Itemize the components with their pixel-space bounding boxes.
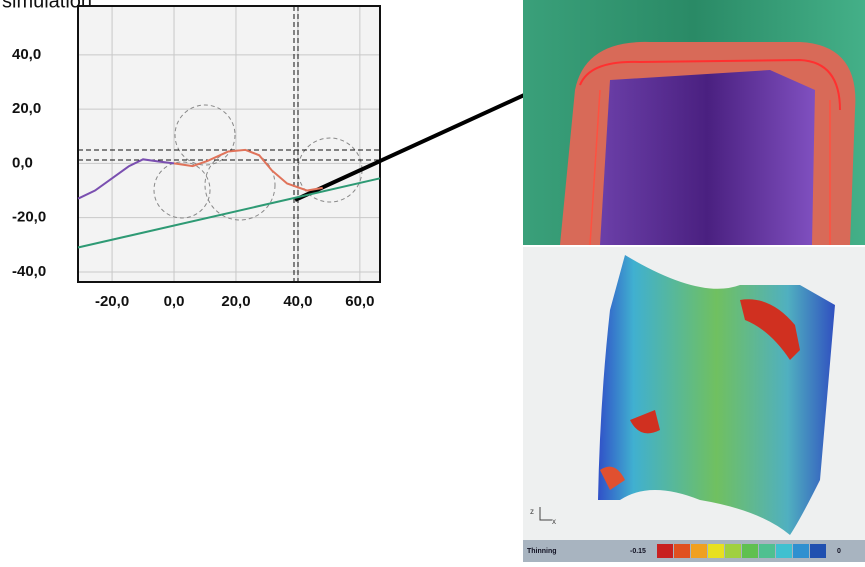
x-tick-label: -20,0	[95, 293, 129, 310]
x-tick-label: 20,0	[221, 293, 250, 310]
figure: simulation zx Thinning -0.15 0 -20,00,02…	[0, 0, 865, 562]
y-tick-label: 0,0	[12, 154, 33, 171]
y-tick-label: 40,0	[12, 46, 41, 63]
swatch	[708, 544, 724, 558]
swatch	[691, 544, 707, 558]
legend-title: Thinning	[527, 548, 557, 555]
swatch	[742, 544, 758, 558]
swatch	[657, 544, 673, 558]
x-tick-label: 40,0	[283, 293, 312, 310]
swatch	[776, 544, 792, 558]
swatch	[793, 544, 809, 558]
x-tick-label: 0,0	[164, 293, 185, 310]
svg-text:x: x	[552, 517, 556, 526]
y-tick-label: -20,0	[12, 209, 46, 226]
y-tick-label: 20,0	[12, 100, 41, 117]
swatch	[759, 544, 775, 558]
swatch	[674, 544, 690, 558]
thinning-legend: Thinning -0.15 0	[523, 540, 865, 562]
legend-max: 0	[837, 548, 841, 555]
swatch	[725, 544, 741, 558]
swatch	[810, 544, 826, 558]
legend-min: -0.15	[630, 548, 646, 555]
svg-text:z: z	[530, 507, 534, 516]
plot-area	[78, 6, 380, 282]
simulation-render	[523, 0, 865, 245]
y-tick-label: -40,0	[12, 263, 46, 280]
thinning-render: zx	[523, 247, 865, 540]
x-tick-label: 60,0	[345, 293, 374, 310]
